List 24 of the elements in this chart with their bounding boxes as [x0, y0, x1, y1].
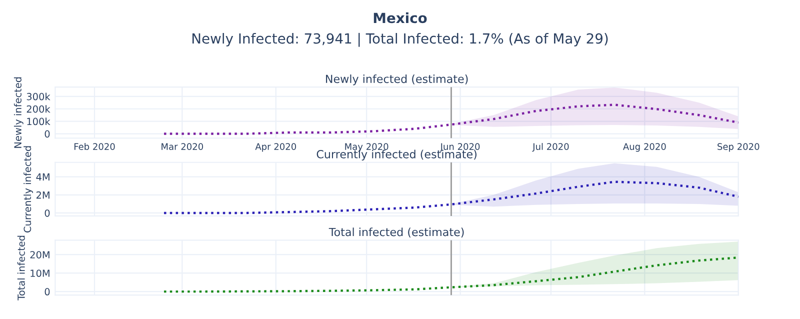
x-tick-label: Jul 2020 — [532, 142, 569, 152]
y-tick-label: 20M — [30, 251, 50, 258]
y-tick-label: 2M — [36, 191, 50, 199]
text: Mexico — [374, 12, 427, 24]
chart-title: Total infected (estimate) — [328, 228, 464, 238]
x-tick-label: Aug 2020 — [623, 143, 666, 152]
y-axis-title: Total infected — [17, 236, 25, 300]
y-axis-title: Currently infected — [24, 146, 33, 232]
y-tick-label: 4M — [36, 173, 50, 181]
y-tick-label: 100k — [27, 118, 50, 126]
chart-title: Newly infected (estimate) — [326, 74, 468, 86]
y-tick-label: 200k — [26, 105, 50, 113]
x-tick-label: Apr 2020 — [255, 143, 296, 152]
y-tick-label: 300k — [26, 92, 50, 100]
y-tick-label: 0 — [44, 288, 50, 296]
y-axis-title: Newly infected — [14, 77, 24, 148]
text: Newly Infected: 73,941 | Total Infected: 1.7% (As of May 29) — [192, 32, 608, 47]
x-tick-label: Feb 2020 — [74, 142, 115, 150]
chart-title: Currently infected (estimate) — [316, 150, 476, 161]
x-tick-label: Sep 2020 — [718, 143, 760, 152]
y-tick-label: 10M — [30, 270, 50, 277]
x-tick-label: Mar 2020 — [162, 143, 204, 150]
y-tick-label: 0 — [44, 130, 50, 138]
y-tick-label: 0 — [44, 209, 50, 217]
